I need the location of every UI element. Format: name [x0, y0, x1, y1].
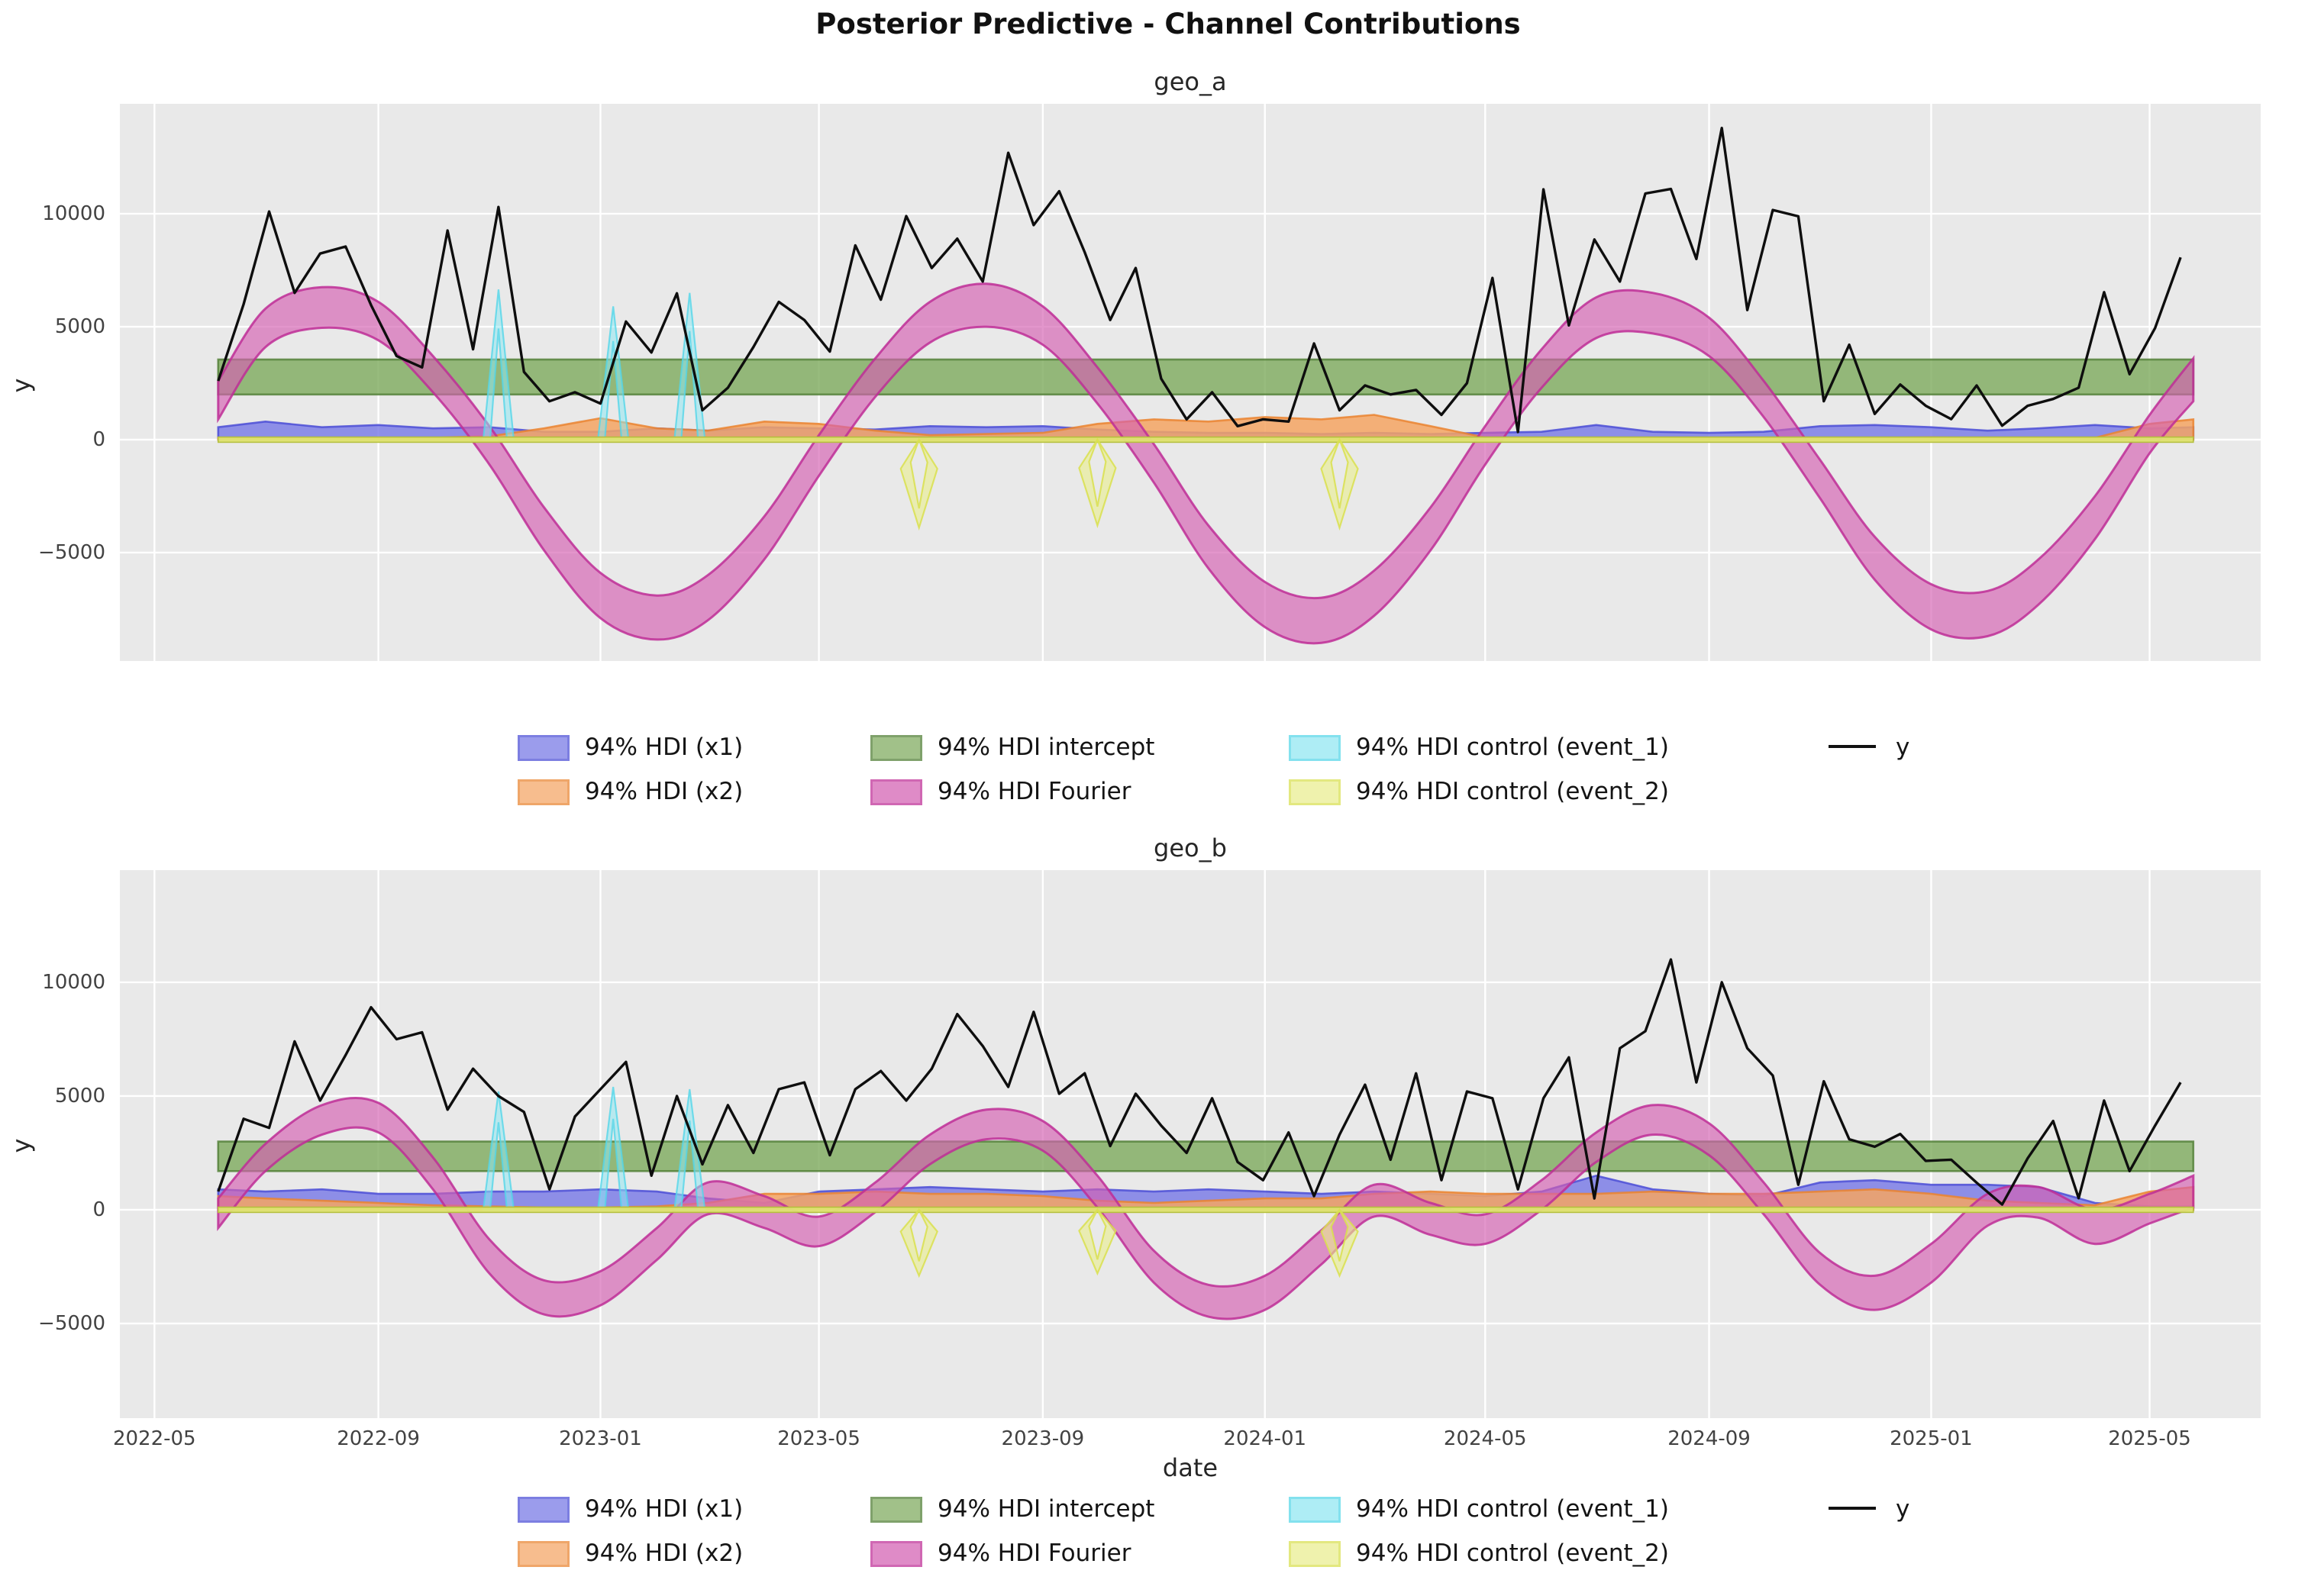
event1-swatch	[1289, 735, 1341, 761]
fourier-swatch	[870, 779, 922, 805]
legend-label: 94% HDI control (event_1)	[1356, 1495, 1669, 1523]
y-tick-label: 10000	[42, 202, 105, 226]
y-tick-label: −5000	[38, 540, 105, 564]
y-axis-label-geo-b: y	[7, 1138, 36, 1153]
x-tick-label: 2024-01	[1223, 1427, 1307, 1450]
hdi-spike-event-2	[1320, 1207, 1359, 1278]
y-line-swatch	[1829, 745, 1876, 748]
legend-label: 94% HDI Fourier	[938, 1540, 1131, 1567]
x2-swatch	[518, 1541, 570, 1567]
subplot-title-geo-b: geo_b	[1154, 833, 1227, 862]
legend-label: 94% HDI (x2)	[585, 1540, 744, 1567]
plot-area-geo_b	[120, 870, 2261, 1418]
legend-row: 94% HDI (x1) 94% HDI intercept 94% HDI con…	[0, 734, 2308, 761]
legend-label: y	[1896, 734, 1910, 761]
x-tick-label: 2024-09	[1667, 1427, 1751, 1450]
legend-label: 94% HDI intercept	[938, 734, 1155, 761]
x2-swatch	[518, 779, 570, 805]
legend-label: 94% HDI (x2)	[585, 778, 744, 805]
x1-swatch	[518, 1497, 570, 1523]
legend-label: 94% HDI control (event_2)	[1356, 778, 1669, 805]
intercept-swatch	[870, 735, 922, 761]
legend-row: 94% HDI (x1) 94% HDI intercept 94% HDI con…	[0, 1495, 2308, 1523]
intercept-swatch	[870, 1497, 922, 1523]
x-tick-label: 2022-05	[112, 1427, 196, 1450]
event1-swatch	[1289, 1497, 1341, 1523]
legend-row: 94% HDI (x2) 94% HDI Fourier 94% HDI contr…	[0, 1540, 2308, 1567]
x-tick-label: 2023-05	[777, 1427, 860, 1450]
event2-swatch	[1289, 1541, 1341, 1567]
hdi-spike-event-2	[1320, 437, 1359, 531]
hdi-spike-event-2	[1078, 1207, 1117, 1276]
legend-label: 94% HDI control (event_1)	[1356, 734, 1669, 761]
hdi-band-event-2-baseline	[217, 1206, 2194, 1214]
y-tick-label: 5000	[54, 315, 105, 339]
hdi-spike-event-2	[899, 437, 938, 531]
x-tick-label: 2022-09	[337, 1427, 420, 1450]
y-observed-line	[217, 958, 2182, 1206]
subplot-title-geo-a: geo_a	[1154, 67, 1227, 96]
legend-label: y	[1896, 1495, 1910, 1523]
y-tick-label: 5000	[54, 1084, 105, 1108]
legend-label: 94% HDI (x1)	[585, 1495, 744, 1523]
x-tick-label: 2025-01	[1890, 1427, 1973, 1450]
x-tick-label: 2023-01	[559, 1427, 642, 1450]
y-axis-label-geo-a: y	[7, 378, 36, 393]
plot-area-geo_a	[120, 104, 2261, 661]
figure-title: Posterior Predictive - Channel Contribut…	[815, 8, 1521, 40]
hdi-band-intercept	[217, 1140, 2195, 1172]
event2-swatch	[1289, 779, 1341, 805]
x-tick-label: 2024-05	[1443, 1427, 1527, 1450]
y-tick-label: 0	[92, 428, 105, 451]
fourier-swatch	[870, 1541, 922, 1567]
x-axis-label: date	[1162, 1453, 1219, 1482]
hdi-band-fourier	[217, 282, 2195, 645]
legend-label: 94% HDI intercept	[938, 1495, 1155, 1523]
legend-label: 94% HDI (x1)	[585, 734, 744, 761]
y-line-swatch	[1829, 1507, 1876, 1510]
x-tick-label: 2023-09	[1001, 1427, 1085, 1450]
hdi-band-event-2-baseline	[217, 436, 2194, 443]
legend-row: 94% HDI (x2) 94% HDI Fourier 94% HDI contr…	[0, 778, 2308, 805]
y-tick-label: 0	[92, 1198, 105, 1221]
hdi-spike-event-2	[1078, 437, 1117, 529]
legend-label: 94% HDI Fourier	[938, 778, 1131, 805]
y-tick-label: 10000	[42, 970, 105, 994]
legend-label: 94% HDI control (event_2)	[1356, 1540, 1669, 1567]
hdi-spike-event-2	[899, 1207, 939, 1278]
x1-swatch	[518, 735, 570, 761]
y-observed-line	[217, 127, 2182, 434]
x-tick-label: 2025-05	[2108, 1427, 2191, 1450]
y-tick-label: −5000	[38, 1312, 105, 1335]
